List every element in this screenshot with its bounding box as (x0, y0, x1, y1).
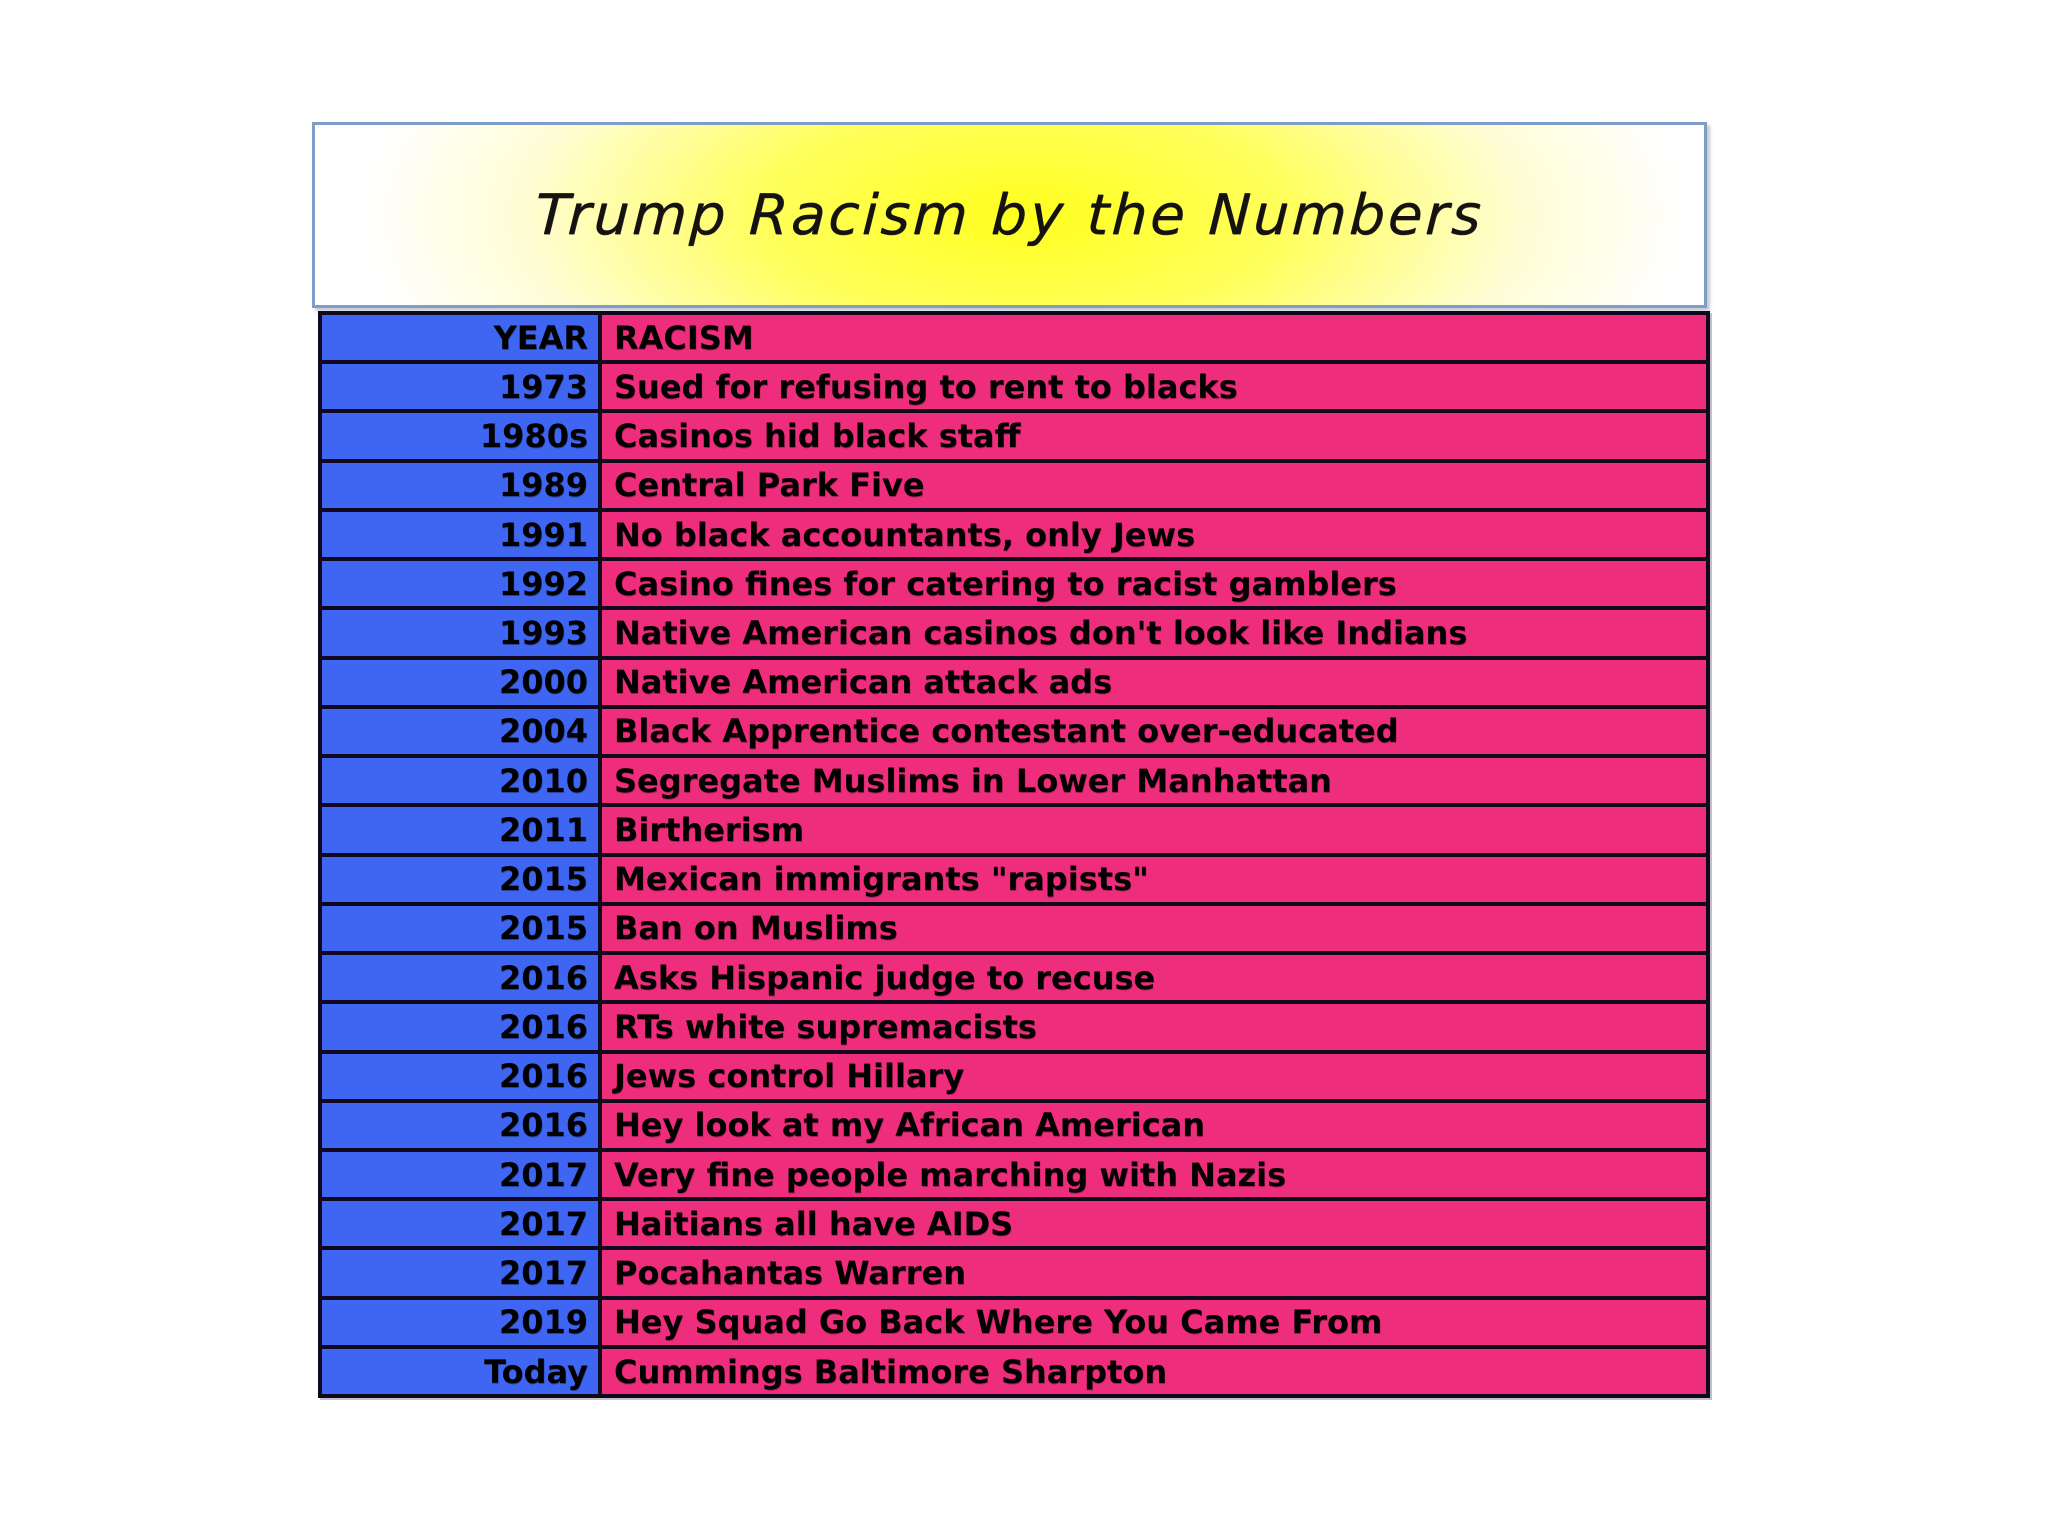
year-cell: 2015 (322, 856, 602, 902)
year-cell: 2016 (322, 955, 602, 1001)
racism-cell: Jews control Hillary (602, 1053, 1706, 1099)
racism-cell: Very fine people marching with Nazis (602, 1151, 1706, 1198)
racism-cell: Sued for refusing to rent to blacks (602, 364, 1706, 410)
racism-cell: Central Park Five (602, 462, 1706, 508)
table-header-row: YEAR RACISM (322, 315, 1706, 361)
racism-cell: Black Apprentice contestant over-educate… (602, 708, 1706, 755)
year-column-header: YEAR (322, 315, 602, 361)
racism-cell: RTs white supremacists (602, 1004, 1706, 1050)
racism-cell: Segregate Muslims in Lower Manhattan (602, 758, 1706, 804)
table-row: 2015 Mexican immigrants "rapists" (322, 852, 1706, 902)
table-row: 2000 Native American attack ads (322, 655, 1706, 705)
racism-cell: Asks Hispanic judge to recuse (602, 955, 1706, 1001)
year-cell: 1980s (322, 413, 602, 459)
table-row: 1980s Casinos hid black staff (322, 409, 1706, 459)
table-row: 2015 Ban on Muslims (322, 901, 1706, 952)
year-cell: 2019 (322, 1299, 602, 1345)
racism-column-header: RACISM (602, 315, 1706, 361)
year-cell: 2004 (322, 708, 602, 755)
racism-cell: Cummings Baltimore Sharpton (602, 1348, 1706, 1395)
table-row: 1973 Sued for refusing to rent to blacks (322, 360, 1706, 410)
year-cell: 1973 (322, 364, 602, 410)
data-table: YEAR RACISM 1973 Sued for refusing to ren… (318, 311, 1710, 1398)
table-row: 2017 Pocahantas Warren (322, 1246, 1706, 1296)
year-cell: 2015 (322, 905, 602, 952)
table-row: 2016 RTs white supremacists (322, 1000, 1706, 1050)
year-cell: 2016 (322, 1102, 602, 1148)
racism-cell: Birtherism (602, 807, 1706, 853)
racism-cell: No black accountants, only Jews (602, 511, 1706, 558)
year-cell: 2017 (322, 1151, 602, 1198)
year-cell: 2017 (322, 1201, 602, 1247)
year-cell: 2011 (322, 807, 602, 853)
table-row: 1989 Central Park Five (322, 458, 1706, 508)
table-row: 2017 Haitians all have AIDS (322, 1197, 1706, 1247)
year-cell: 2016 (322, 1053, 602, 1099)
table-row: 1991 No black accountants, only Jews (322, 507, 1706, 558)
table-row: 2010 Segregate Muslims in Lower Manhattan (322, 754, 1706, 804)
table-row: 2017 Very fine people marching with Nazis (322, 1147, 1706, 1198)
racism-cell: Native American casinos don't look like … (602, 610, 1706, 656)
racism-cell: Pocahantas Warren (602, 1250, 1706, 1296)
table-row: 2016 Jews control Hillary (322, 1049, 1706, 1099)
year-cell: 2010 (322, 758, 602, 804)
racism-cell: Haitians all have AIDS (602, 1201, 1706, 1247)
year-cell: 2017 (322, 1250, 602, 1296)
table-row: 1992 Casino fines for catering to racist … (322, 557, 1706, 607)
table-row: 2011 Birtherism (322, 803, 1706, 853)
year-cell: Today (322, 1348, 602, 1395)
year-cell: 1993 (322, 610, 602, 656)
racism-cell: Ban on Muslims (602, 905, 1706, 952)
racism-cell: Hey look at my African American (602, 1102, 1706, 1148)
table-row: 2016 Asks Hispanic judge to recuse (322, 951, 1706, 1001)
racism-cell: Native American attack ads (602, 659, 1706, 705)
year-cell: 2016 (322, 1004, 602, 1050)
year-cell: 1992 (322, 561, 602, 607)
table-row: 1993 Native American casinos don't look l… (322, 606, 1706, 656)
racism-cell: Mexican immigrants "rapists" (602, 856, 1706, 902)
table-row: 2019 Hey Squad Go Back Where You Came Fro… (322, 1295, 1706, 1345)
page-title: Trump Racism by the Numbers (533, 182, 1486, 248)
year-cell: 1989 (322, 462, 602, 508)
racism-cell: Casino fines for catering to racist gamb… (602, 561, 1706, 607)
racism-cell: Casinos hid black staff (602, 413, 1706, 459)
table-row: 2004 Black Apprentice contestant over-edu… (322, 704, 1706, 755)
table-row: 2016 Hey look at my African American (322, 1098, 1706, 1148)
title-banner: Trump Racism by the Numbers (312, 122, 1707, 308)
year-cell: 2000 (322, 659, 602, 705)
racism-cell: Hey Squad Go Back Where You Came From (602, 1299, 1706, 1345)
table-row: Today Cummings Baltimore Sharpton (322, 1344, 1706, 1395)
year-cell: 1991 (322, 511, 602, 558)
